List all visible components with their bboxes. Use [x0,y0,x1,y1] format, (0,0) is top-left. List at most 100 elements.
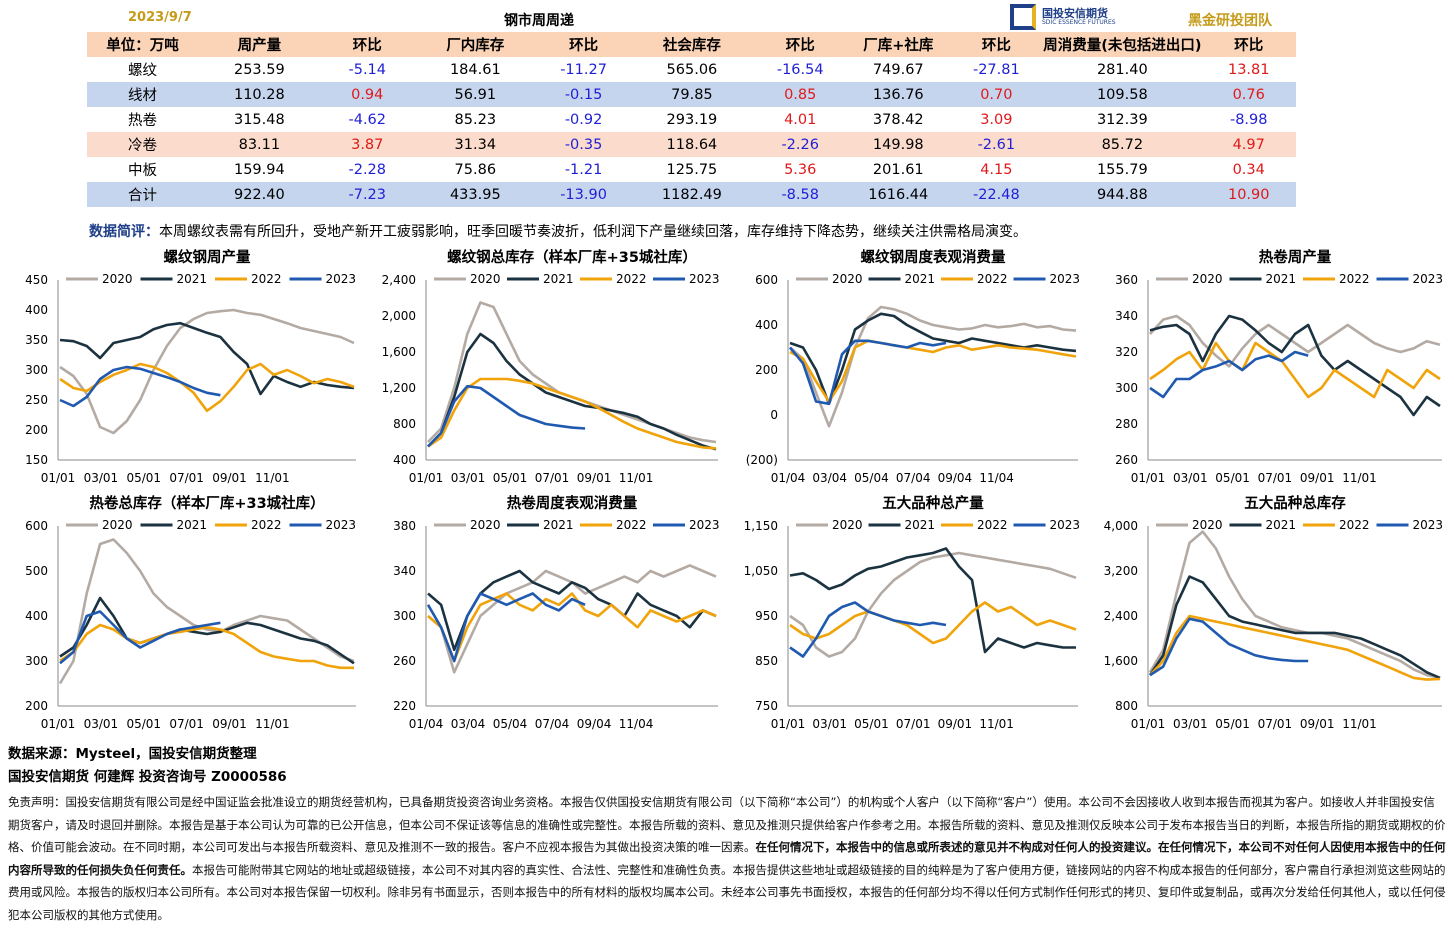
table-cell: 433.95 [413,182,537,207]
x-tick-label: 03/01 [84,717,119,731]
x-tick-label: 09/01 [1300,471,1335,485]
column-header: 环比 [949,32,1044,57]
y-tick-label: 200 [25,423,48,437]
legend-label: 2020 [470,272,501,286]
table-cell: 293.19 [630,107,754,132]
table-cell: -27.81 [949,57,1044,82]
series-line-2022 [1149,614,1441,681]
x-tick-label: 07/01 [169,471,204,485]
y-tick-label: 600 [25,519,48,533]
legend-label: 2021 [543,518,574,532]
table-cell: 201.61 [847,157,950,182]
series-line-2020 [427,301,717,444]
chart-five-inventory: 五大品种总库存 2020 2021 2022 2023 4,000 3,200 2,400 1,… [1104,494,1444,731]
company-logo: 国投安信期货 SDIC ESSENCE FUTURES [1010,4,1140,30]
y-tick-label: 1,050 [744,564,778,578]
y-tick-label: 200 [755,363,778,377]
x-tick-label: 01/01 [409,471,444,485]
data-source: 数据来源：Mysteel，国投安信期货整理 [8,746,257,762]
x-tick-label: 07/01 [896,717,931,731]
y-tick-label: 400 [25,303,48,317]
table-cell: 565.06 [630,57,754,82]
chart-title: 热卷周度表观消费量 [507,494,638,512]
row-label: 中板 [87,157,199,182]
y-tick-label: 600 [755,273,778,287]
series-line-2021 [789,312,1077,406]
x-tick-label: 11/01 [255,471,290,485]
table-cell: 253.59 [198,57,321,82]
y-tick-label: 800 [1115,699,1138,713]
disclaimer: 免责声明：国投安信期货有限公司是经中国证监会批准设立的期货经营机构，已具备期货投… [8,791,1446,926]
steel-weekly-table: 单位：万吨 周产量 环比 厂内库存 环比 社会库存 环比 厂库+社库 环比 周消费量(未包括进出口… [87,32,1296,207]
data-comment: 数据简评：本周螺纹表需有所回升，受地产新开工疲弱影响，旺季回暖节奏波折，低利润下… [89,221,1027,241]
x-tick-label: 07/04 [535,717,570,731]
x-tick-label: 03/01 [1173,717,1208,731]
x-tick-label: 11/04 [979,471,1014,485]
legend-label: 2022 [977,272,1008,286]
series-line-2021 [1148,575,1441,680]
x-tick-label: 01/01 [771,717,806,731]
y-tick-label: 280 [1115,417,1138,431]
y-tick-label: 200 [25,699,48,713]
x-tick-label: 07/04 [896,471,931,485]
table-cell: -22.48 [949,182,1044,207]
chart-title: 热卷总库存（样本厂库+33城社库） [89,494,324,512]
table-cell: 0.85 [753,82,848,107]
legend-label: 2022 [1339,518,1370,532]
x-tick-label: 05/04 [854,471,889,485]
table-cell: 184.61 [413,57,537,82]
table-cell: -2.26 [753,132,848,157]
logo-text: 国投安信期货 [1042,7,1108,20]
series-line-2023 [789,601,947,658]
table-cell: -0.35 [536,132,631,157]
x-tick-label: 05/01 [126,717,161,731]
y-tick-label: 3,200 [1104,564,1138,578]
x-tick-label: 05/01 [854,717,889,731]
y-tick-label: 300 [1115,381,1138,395]
x-tick-label: 07/01 [169,717,204,731]
row-label: 合计 [87,182,199,207]
x-tick-label: 09/01 [577,471,612,485]
y-tick-label: 2,400 [382,273,416,287]
legend-label: 2021 [543,272,574,286]
x-tick-label: 11/01 [979,717,1014,731]
series-line-2020 [1149,314,1441,368]
table-cell: 0.76 [1201,82,1296,107]
chart-hrc-production: 热卷周产量 2020 2021 2022 2023 360 340 320 300 280 260 0… [1115,248,1443,485]
table-cell: 3.09 [949,107,1044,132]
report-date: 2023/9/7 [128,10,192,25]
table-cell: -0.15 [536,82,631,107]
x-tick-label: 05/04 [493,717,528,731]
x-tick-label: 05/01 [126,471,161,485]
table-cell: 3.87 [320,132,414,157]
table-cell: 79.85 [630,82,754,107]
legend-label: 2022 [251,518,282,532]
y-tick-label: 850 [755,654,778,668]
series-line-2022 [789,601,1077,645]
table-header-row: 单位：万吨 周产量 环比 厂内库存 环比 社会库存 环比 厂库+社库 环比 周消费量(未包括进出口… [87,32,1296,57]
series-line-2023 [1149,350,1309,399]
legend-label: 2022 [251,272,282,286]
column-header: 社会库存 [630,32,754,57]
table-cell: -5.14 [320,57,414,82]
legend-label: 2023 [1413,518,1444,532]
y-tick-label: 0 [770,408,778,422]
table-cell: 110.28 [198,82,321,107]
table-cell: 312.39 [1043,107,1202,132]
table-row: 热卷 315.48 -4.62 85.23 -0.92 293.19 4.01 378.42 3… [87,107,1296,132]
x-tick-label: 05/01 [493,471,528,485]
legend-label: 2023 [326,518,357,532]
y-tick-label: 150 [25,453,48,467]
table-cell: -1.21 [536,157,631,182]
series-line-2022 [427,377,717,450]
legend-label: 2023 [326,272,357,286]
table-cell: 0.94 [320,82,414,107]
y-tick-label: 260 [1115,453,1138,467]
chart-rebar-consumption: 螺纹钢周度表观消费量 2020 2021 2022 2023 600 400 200 0 (200… [746,248,1080,485]
legend-label: 2021 [177,272,208,286]
x-tick-label: 01/04 [409,717,444,731]
table-cell: 944.88 [1043,182,1202,207]
x-tick-label: 09/04 [938,471,973,485]
series-line-2023 [426,592,586,663]
y-tick-label: 4,000 [1104,519,1138,533]
